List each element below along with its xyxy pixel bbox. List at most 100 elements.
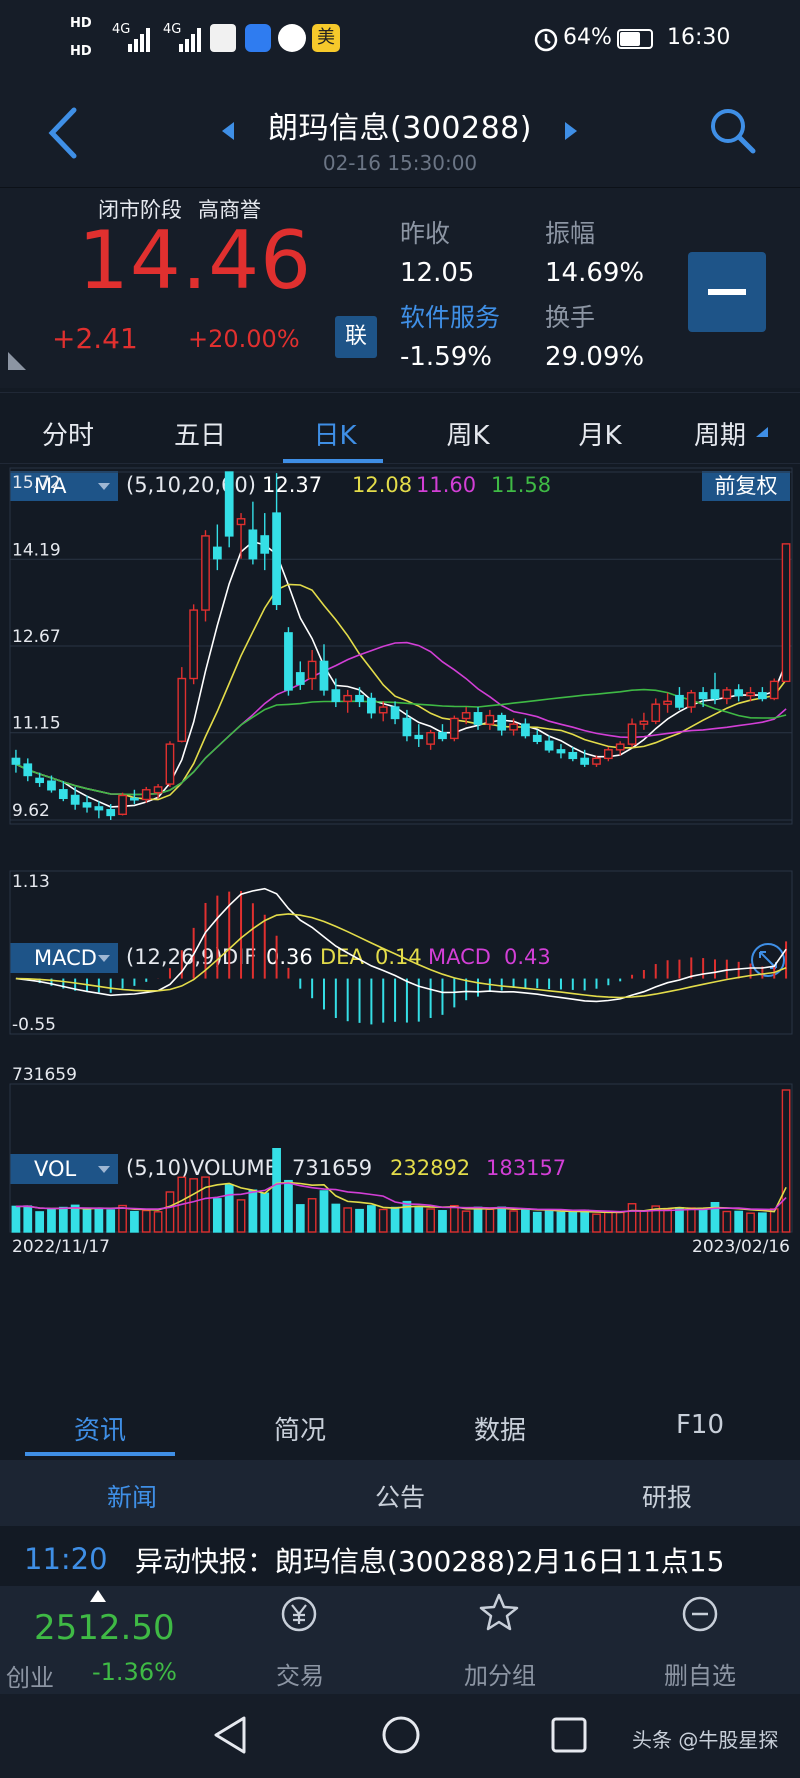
nav-back-icon[interactable] — [210, 1714, 250, 1756]
news-item[interactable]: 11:20 异动快报：朗玛信息(300288)2月16日11点15 — [0, 1526, 800, 1586]
ma-line — [15, 540, 787, 808]
volume-bar — [319, 1190, 329, 1233]
active-tab-indicator — [283, 459, 383, 463]
expand-icon[interactable] — [750, 942, 786, 978]
tab-profile[interactable]: 简况 — [273, 1416, 326, 1446]
candle-body — [236, 518, 246, 526]
candle-body — [426, 732, 435, 745]
sector-label[interactable]: 软件服务 — [400, 303, 501, 332]
volume-bar — [781, 1089, 791, 1233]
nav-recent-icon[interactable] — [550, 1716, 588, 1754]
candle-body — [521, 723, 530, 737]
stock-header — [0, 80, 800, 188]
tab-data[interactable]: 数据 — [473, 1416, 526, 1446]
volume-bar — [212, 1198, 222, 1233]
ma-indicator-selector[interactable]: MA — [10, 471, 118, 501]
candle-body — [414, 734, 424, 740]
candle-body — [35, 777, 44, 784]
macd-value: 0.43 — [504, 945, 551, 969]
prev-stock-arrow-icon[interactable] — [222, 122, 236, 140]
tab-monthly-k[interactable]: 月K — [578, 421, 622, 451]
candle-body — [627, 723, 637, 745]
volume-bar — [165, 1191, 175, 1233]
candle-body — [177, 677, 187, 742]
vol-indicator-selector[interactable]: VOL — [10, 1154, 118, 1184]
candle-body — [319, 660, 329, 691]
volume-bar — [449, 1204, 459, 1233]
dea-line — [15, 913, 787, 999]
volume-bar — [284, 1179, 293, 1233]
volume-bar — [367, 1205, 376, 1233]
minus-icon — [708, 289, 746, 295]
news-time: 11:20 — [24, 1542, 108, 1576]
candle-body — [47, 780, 56, 791]
volume-bar — [710, 1201, 720, 1233]
period-dropdown-icon — [756, 427, 768, 437]
tab-news-info[interactable]: 资讯 — [73, 1416, 126, 1446]
remove-watch-button[interactable]: 删自选 — [664, 1662, 736, 1690]
amplitude-value: 14.69% — [545, 258, 645, 288]
volume-bar — [663, 1208, 672, 1233]
tab-f10[interactable]: F10 — [675, 1410, 725, 1440]
macd-indicator-selector[interactable]: MACD — [10, 943, 118, 973]
ma-indicator-name: MA — [34, 474, 67, 498]
candle-body — [58, 789, 68, 800]
candle-body — [378, 706, 388, 714]
alarm-icon — [534, 28, 558, 52]
remove-watchlist-button[interactable] — [688, 252, 766, 332]
volume-bar — [627, 1203, 637, 1233]
index-value[interactable]: 2512.50 — [34, 1608, 175, 1648]
volume-bar — [390, 1206, 400, 1233]
ma-line — [15, 641, 787, 796]
tab-period[interactable]: 周期 — [693, 421, 746, 451]
macd-panel-frame — [9, 870, 793, 1035]
volume-bar — [485, 1208, 495, 1233]
candle-body — [189, 609, 199, 680]
volume-axis-top: 731659 — [12, 1065, 77, 1085]
linked-badge[interactable]: 联 — [335, 316, 377, 358]
candle-body — [201, 535, 210, 611]
concept-tag[interactable]: 高商誉 — [198, 198, 261, 222]
index-name: 创业 — [6, 1664, 54, 1692]
next-stock-arrow-icon[interactable] — [563, 122, 577, 140]
amplitude-label: 振幅 — [545, 219, 596, 248]
nav-home-icon[interactable] — [380, 1714, 422, 1756]
network-label-2: 4G — [163, 22, 182, 37]
back-arrow-icon[interactable] — [44, 106, 84, 160]
price-axis-label: 9.62 — [12, 801, 50, 821]
candle-body — [248, 529, 258, 560]
vol-params: (5,10) — [126, 1156, 190, 1180]
macd-axis-top: 1.13 — [12, 872, 50, 892]
stock-title: 朗玛信息(300288) — [268, 111, 532, 146]
tab-weekly-k[interactable]: 周K — [446, 421, 490, 451]
price-axis-label: 15.72 — [12, 473, 61, 493]
volume-label: VOLUME — [190, 1156, 278, 1180]
volume-bar — [331, 1203, 341, 1233]
candle-body — [758, 692, 767, 700]
signal-icon-2 — [179, 28, 201, 52]
market-phase: 闭市阶段 — [98, 198, 182, 222]
subtab-news[interactable]: 新闻 — [106, 1483, 157, 1512]
candle-body — [651, 703, 661, 723]
candle-body — [307, 660, 317, 680]
subtab-announcements[interactable]: 公告 — [374, 1483, 425, 1512]
subtab-research[interactable]: 研报 — [641, 1483, 692, 1512]
trade-button[interactable]: 交易 — [276, 1662, 324, 1690]
add-group-button[interactable]: 加分组 — [464, 1662, 536, 1690]
volume-bar — [82, 1208, 92, 1233]
candle-body — [746, 692, 755, 697]
tab-five-day[interactable]: 五日 — [173, 421, 226, 451]
volume-bar — [295, 1204, 305, 1233]
ma-dropdown-icon — [98, 483, 110, 490]
adjust-mode-button[interactable]: 前复权 — [702, 471, 790, 501]
volume-bar — [70, 1204, 80, 1233]
ma-line — [15, 583, 787, 801]
ma10-value: 12.08 — [352, 473, 413, 497]
tab-intraday[interactable]: 分时 — [41, 421, 94, 451]
tab-daily-k[interactable]: 日K — [313, 421, 357, 451]
hd-indicator-1: HD — [70, 16, 92, 31]
volume-bar — [675, 1207, 684, 1233]
search-icon[interactable] — [708, 106, 758, 156]
volume-bar — [201, 1176, 210, 1233]
volume-bar — [497, 1206, 507, 1233]
